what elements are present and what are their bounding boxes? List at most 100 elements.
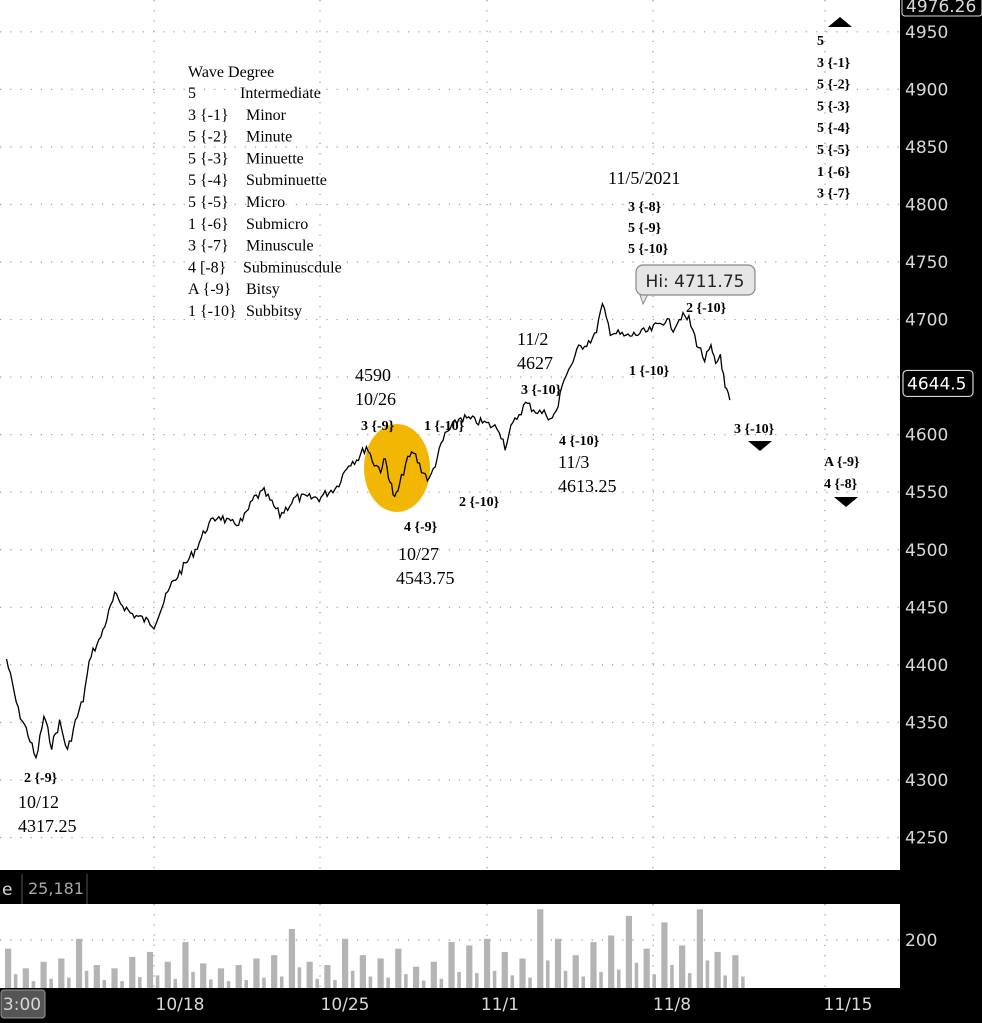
volume-bar: [537, 909, 544, 988]
volume-value-readout: 25,181: [28, 879, 84, 898]
time-tick-label: 10/25: [321, 995, 370, 1015]
volume-bar: [670, 965, 674, 988]
volume-bar: [111, 968, 118, 988]
degree-stack-label: 5 {-5}: [817, 143, 851, 158]
wave-annotation: 2 {-9}: [24, 771, 58, 786]
wave-legend-name: Subminuette: [246, 172, 327, 189]
price-tick-label: 4700: [905, 311, 948, 331]
volume-bar: [129, 956, 136, 988]
price-tick-label: 4250: [905, 829, 948, 849]
volume-bar: [138, 977, 142, 988]
wave-legend-code: 3 {-1}: [188, 107, 229, 124]
current-price-box: [902, 369, 974, 398]
volume-bar: [457, 971, 461, 988]
volume-bar: [155, 975, 160, 988]
wave-annotation: 4 {-9}: [404, 520, 438, 535]
wave-annotation: 11/3: [558, 452, 589, 472]
volume-bar: [40, 961, 47, 988]
volume-bar: [554, 938, 562, 988]
wave-legend-name: Minuette: [246, 150, 304, 167]
volume-bar: [271, 955, 278, 988]
volume-bar: [741, 976, 745, 988]
wave-legend-name: Micro: [246, 194, 285, 211]
volume-study-label: e: [2, 880, 12, 900]
price-tick-label: 4400: [905, 656, 948, 676]
current-price-label: 4644.5: [907, 374, 966, 394]
volume-bars: [5, 909, 745, 988]
volume-bar: [244, 979, 249, 988]
volume-bar: [439, 978, 444, 988]
volume-header-bar: [0, 874, 900, 904]
price-line: [5, 301, 731, 760]
wave-annotation: 3 {-8}: [628, 200, 662, 215]
time-tick-label: 10/18: [156, 995, 205, 1015]
degree-stack-label: 5: [817, 34, 824, 49]
volume-bar: [368, 976, 373, 988]
wave-annotation: 2 {-10}: [459, 495, 500, 510]
up-arrow-icon: [828, 17, 852, 27]
volume-bar: [253, 958, 260, 988]
degree-stack-label: 5 {-4}: [817, 121, 851, 136]
volume-bar: [492, 970, 497, 988]
price-axis-panel: [900, 0, 982, 1023]
volume-bar: [102, 979, 107, 988]
volume-bar: [306, 961, 313, 988]
wave-legend-name: Intermediate: [240, 85, 321, 102]
wave-legend-code: 5: [188, 85, 196, 102]
wave-annotation: 4627: [517, 353, 553, 373]
volume-bar: [519, 958, 526, 988]
price-tick-label: 4450: [905, 598, 948, 618]
volume-bar: [483, 938, 491, 988]
degree-stack-label: 5 {-2}: [817, 78, 851, 93]
volume-bar: [315, 978, 319, 988]
volume-bar: [581, 976, 586, 988]
volume-bar: [563, 970, 568, 988]
time-tick-label: 11/8: [653, 995, 691, 1015]
volume-bar: [723, 975, 727, 988]
wave-legend-code: A {-9}: [188, 281, 231, 298]
wave-annotations: Hi: 4711.75 Wave Degree 5 Intermediate 3 {-1…: [18, 17, 860, 836]
price-tick-label: 4300: [905, 771, 948, 791]
volume-bar: [200, 963, 207, 988]
price-tick-label: 4800: [905, 195, 948, 215]
wave-legend-title: Wave Degree: [188, 64, 274, 81]
volume-bar: [395, 948, 402, 988]
wave-annotation: 11/2: [517, 329, 548, 349]
volume-bar: [297, 967, 302, 988]
wave-annotation: 10/27: [398, 544, 439, 564]
volume-bar: [324, 965, 331, 988]
wave-annotation: 1 {-10}: [424, 419, 465, 434]
wave-annotation: 3 {-10}: [734, 422, 775, 437]
volume-bar: [120, 981, 124, 988]
volume-bar: [634, 962, 639, 988]
wave-annotation: 5 {-9}: [628, 221, 662, 236]
volume-bar: [217, 968, 225, 988]
volume-bar: [466, 945, 473, 988]
time-tick-label: 11/15: [824, 995, 873, 1015]
volume-bar: [164, 961, 171, 988]
volume-bar: [652, 974, 656, 988]
degree-stack-label: 5 {-3}: [817, 99, 851, 114]
volume-bar: [705, 960, 710, 988]
degree-stack-label: 3 {-7}: [817, 187, 851, 202]
wave-legend-code: 5 {-3}: [188, 150, 229, 167]
wave-legend-name: Submicro: [246, 216, 308, 233]
volume-bar: [58, 958, 65, 988]
volume-bar: [608, 935, 615, 988]
volume-bar: [412, 966, 420, 988]
volume-bar: [226, 981, 231, 988]
wave-annotation: 4 {-8}: [824, 477, 858, 492]
wave-legend-code: 3 {-7}: [188, 238, 229, 255]
volume-bar: [475, 973, 479, 988]
wave-legend-code: 5 {-5}: [188, 194, 229, 211]
degree-stack-label: 1 {-6}: [817, 165, 851, 180]
hi-callout-label: Hi: 4711.75: [646, 272, 745, 292]
highlight-layer: [364, 424, 430, 513]
volume-bar: [732, 955, 739, 988]
wave-legend-code: 4 [-8}: [188, 259, 226, 276]
volume-bar: [342, 938, 349, 988]
time-tick-label: 3:00: [3, 995, 41, 1015]
volume-bar: [510, 975, 515, 988]
price-tick-label: 4550: [905, 483, 948, 503]
